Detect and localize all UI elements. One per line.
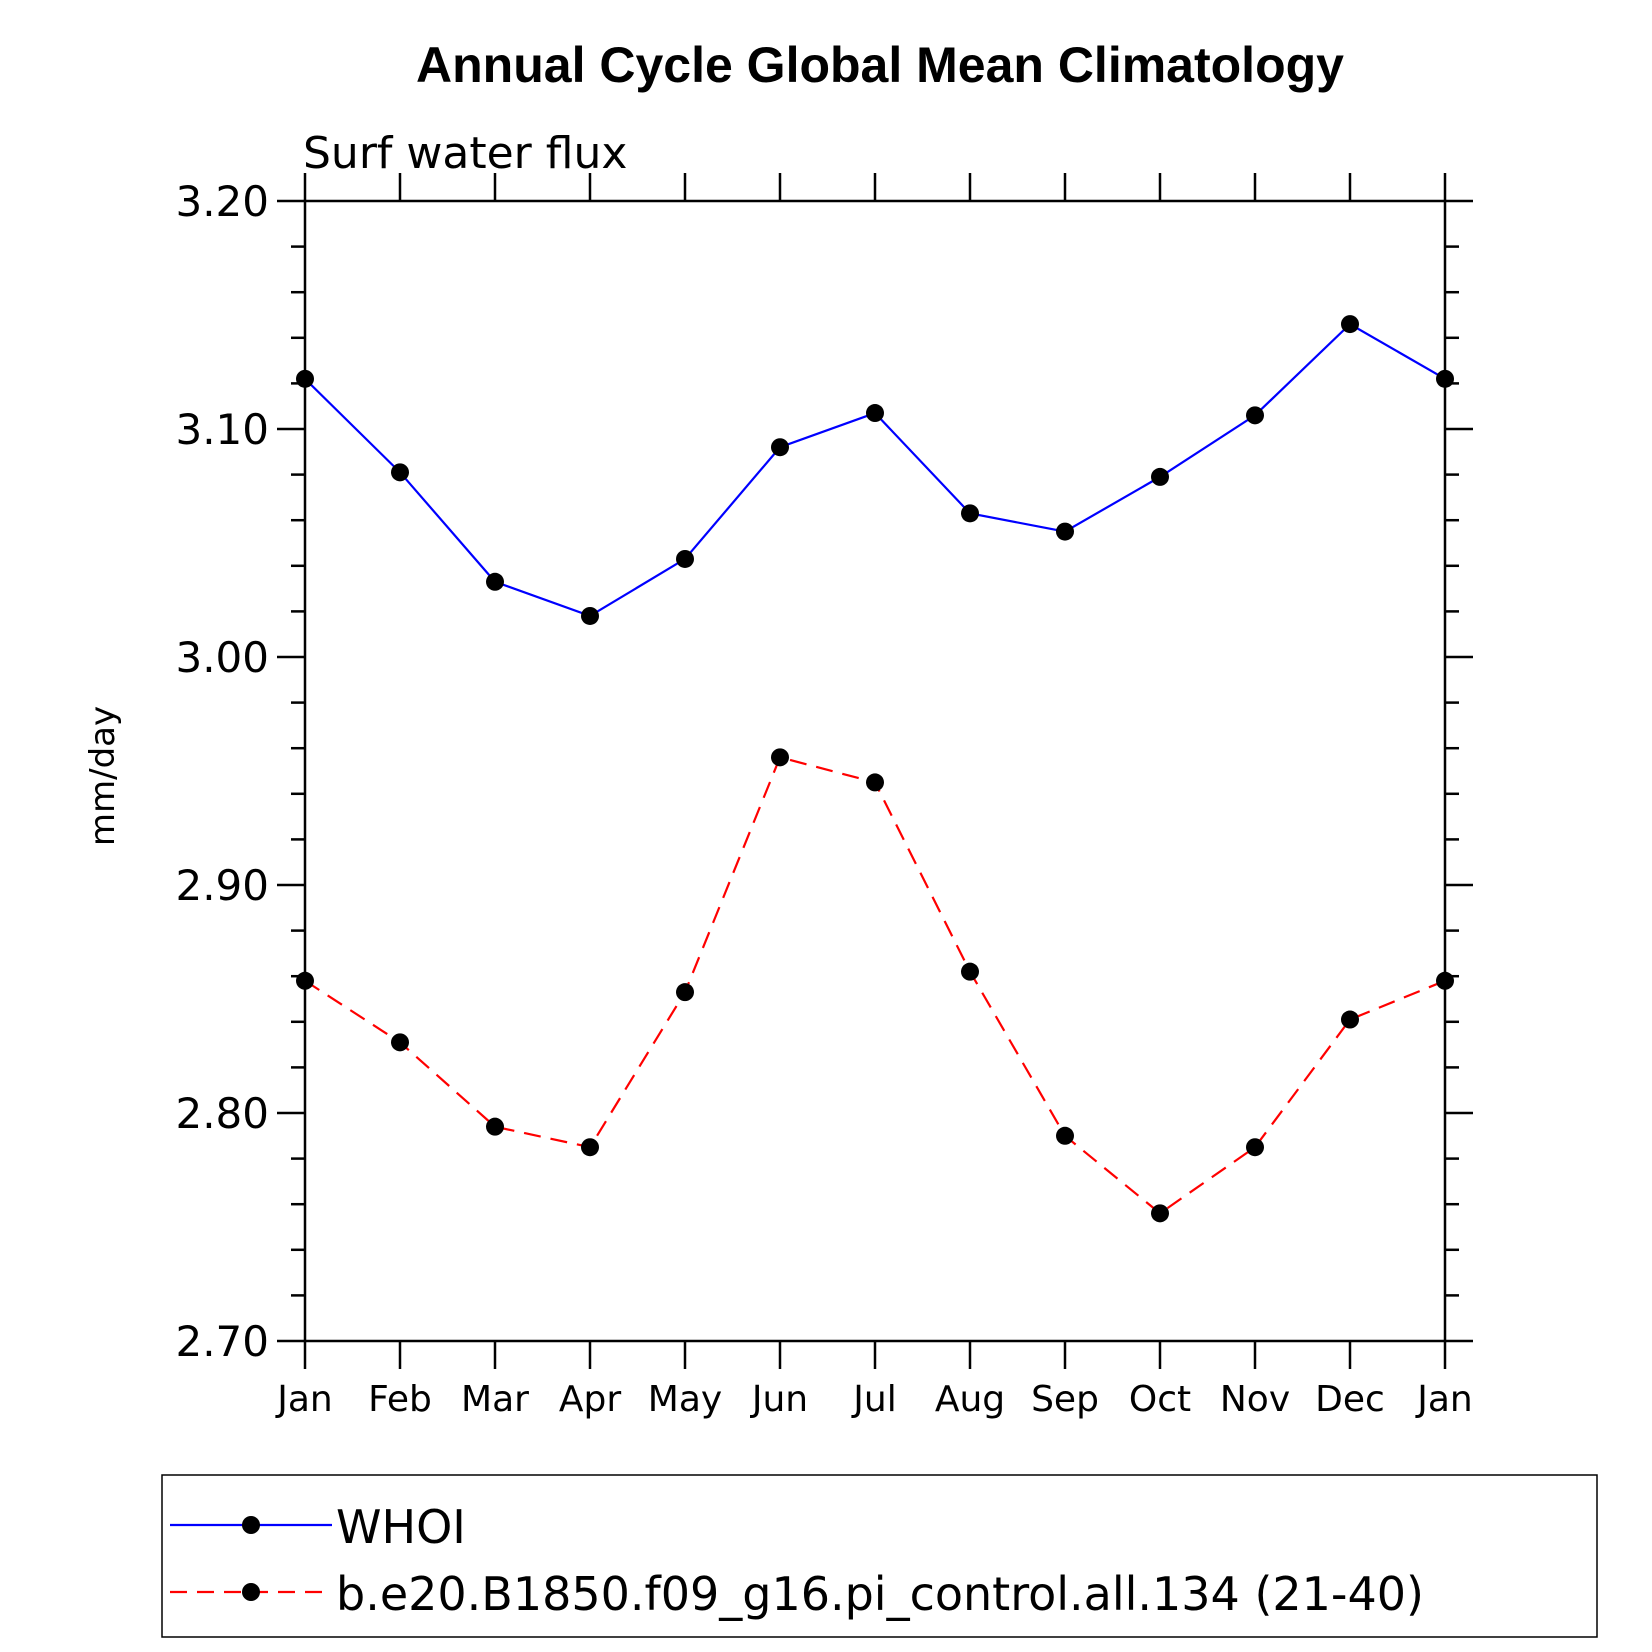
- series-point-0: [486, 572, 504, 591]
- x-tick-label: Nov: [1220, 1379, 1290, 1420]
- series-point-1: [486, 1117, 504, 1136]
- series-line-1: [304, 756, 1446, 1215]
- y-tick-label: 2.70: [175, 1317, 269, 1366]
- legend: WHOI b.e20.B1850.f09_g16.pi_control.all.1…: [161, 1474, 1598, 1638]
- y-tick-label: 3.10: [175, 405, 269, 454]
- legend-marker-1: [242, 1583, 260, 1601]
- series-point-0: [581, 606, 599, 625]
- series-point-1: [391, 1033, 409, 1052]
- series-point-1: [1056, 1126, 1074, 1145]
- x-tick-label: Aug: [935, 1379, 1005, 1420]
- series-point-0: [866, 404, 884, 423]
- series-point-1: [1151, 1204, 1169, 1223]
- y-tick-label: 2.80: [175, 1089, 269, 1138]
- series-point-0: [1246, 406, 1264, 425]
- series-point-1: [581, 1138, 599, 1157]
- chart-subtitle: Surf water flux: [303, 128, 627, 179]
- x-tick-label: Apr: [559, 1379, 621, 1420]
- y-axis-label: mm/day: [83, 706, 123, 846]
- series-point-1: [1246, 1138, 1264, 1157]
- series-line-0: [304, 322, 1446, 618]
- axis-ticks: [277, 173, 1473, 1369]
- legend-label-1: b.e20.B1850.f09_g16.pi_control.all.134 (…: [336, 1567, 1424, 1621]
- y-tick-label: 3.00: [175, 633, 269, 682]
- y-tick-label: 2.90: [175, 861, 269, 910]
- x-tick-label: Jul: [851, 1379, 896, 1420]
- x-tick-label: Feb: [368, 1379, 432, 1420]
- series-point-1: [1436, 971, 1454, 990]
- series-point-0: [1056, 522, 1074, 541]
- series-point-0: [676, 549, 694, 568]
- plot-border: [303, 199, 1447, 1343]
- x-tick-label: May: [648, 1379, 722, 1420]
- legend-box: [161, 1474, 1598, 1638]
- series-point-1: [296, 971, 314, 990]
- series-point-1: [866, 773, 884, 792]
- series-point-0: [771, 438, 789, 457]
- series-point-0: [1341, 315, 1359, 334]
- series-point-0: [1151, 467, 1169, 486]
- series-point-1: [771, 748, 789, 767]
- x-tick-label: Jan: [1415, 1379, 1473, 1420]
- x-tick-label: Jan: [275, 1379, 333, 1420]
- chart-title: Annual Cycle Global Mean Climatology: [416, 37, 1344, 93]
- series-point-1: [676, 983, 694, 1002]
- series-point-0: [1436, 369, 1454, 388]
- x-tick-label: Sep: [1031, 1379, 1099, 1420]
- x-tick-label: Oct: [1129, 1379, 1191, 1420]
- series-point-0: [296, 369, 314, 388]
- series-point-0: [961, 504, 979, 523]
- series-point-0: [391, 463, 409, 482]
- legend-marker-0: [242, 1516, 260, 1534]
- series-layer: [296, 315, 1454, 1223]
- x-tick-labels: Jan Feb Mar Apr May Jun Jul Aug Sep Oct Nov Dec Jan: [275, 1379, 1473, 1420]
- x-tick-label: Mar: [461, 1379, 529, 1420]
- y-tick-label: 3.20: [175, 177, 269, 226]
- x-tick-label: Dec: [1315, 1379, 1385, 1420]
- y-tick-labels: 2.70 2.80 2.90 3.00 3.10 3.20: [175, 177, 269, 1366]
- plot-frame: [303, 199, 1447, 1343]
- series-point-1: [961, 962, 979, 981]
- x-tick-label: Jun: [750, 1379, 808, 1420]
- legend-label-0: WHOI: [336, 1500, 466, 1554]
- series-point-1: [1341, 1010, 1359, 1029]
